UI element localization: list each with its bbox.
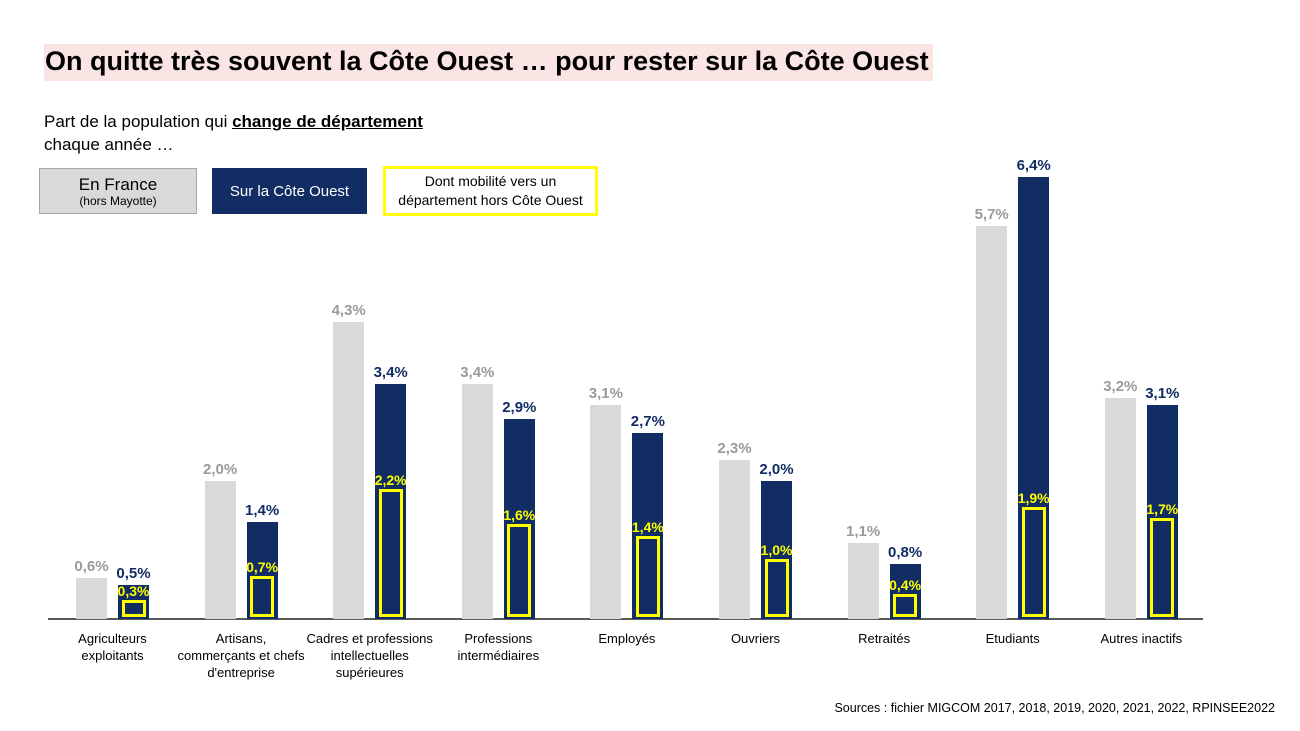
bar-en-france bbox=[76, 577, 107, 619]
value-label-hors-cote-ouest: 0,3% bbox=[117, 582, 150, 599]
x-axis-line bbox=[48, 618, 1203, 620]
bar-hors-cote-ouest bbox=[893, 593, 918, 617]
value-label-en-france: 0,6% bbox=[74, 557, 109, 575]
category-label: Autres inactifs bbox=[1066, 630, 1216, 647]
value-label-cote-ouest: 2,0% bbox=[759, 461, 794, 478]
bar-hors-cote-ouest bbox=[635, 535, 660, 617]
bar-hors-cote-ouest bbox=[507, 524, 532, 617]
value-label-hors-cote-ouest: 0,4% bbox=[889, 576, 922, 593]
bar-en-france bbox=[1104, 398, 1136, 619]
bar-en-france bbox=[461, 384, 493, 619]
category-label: Cadres et professions intellectuelles supé… bbox=[295, 630, 445, 681]
category-label: Agriculteurs exploitants bbox=[38, 630, 188, 664]
category-label-line: intermédiaires bbox=[457, 648, 540, 663]
subtitle-line-1: Part de la population qui change de dépa… bbox=[44, 110, 423, 133]
value-label-cote-ouest: 2,9% bbox=[502, 398, 537, 416]
bar-en-france bbox=[976, 225, 1008, 619]
legend-en-france-sublabel: (hors Mayotte) bbox=[79, 193, 157, 208]
legend-hors-line-2: département hors Côte Ouest bbox=[398, 192, 583, 208]
value-label-hors-cote-ouest: 1,0% bbox=[760, 542, 793, 558]
category-label-line: Artisans, bbox=[215, 631, 267, 646]
category-label-line: d'entreprise bbox=[207, 665, 275, 680]
category-label-line: Agriculteurs bbox=[78, 631, 147, 646]
bar-hors-cote-ouest bbox=[378, 489, 403, 617]
value-label-hors-cote-ouest: 0,7% bbox=[246, 559, 279, 576]
bar-en-france bbox=[847, 543, 879, 619]
value-label-hors-cote-ouest: 1,9% bbox=[1017, 489, 1050, 506]
category-label-line: Autres inactifs bbox=[1100, 631, 1183, 646]
page-title-highlight: On quitte très souvent la Côte Ouest … p… bbox=[44, 44, 933, 81]
bar-en-france bbox=[204, 481, 236, 619]
value-label-en-france: 3,1% bbox=[588, 385, 623, 403]
legend-item-hors-cote-ouest: Dont mobilité vers un département hors C… bbox=[383, 166, 598, 216]
value-label-en-france: 2,3% bbox=[717, 440, 752, 458]
category-label-line: exploitants bbox=[81, 648, 144, 663]
value-label-hors-cote-ouest: 2,2% bbox=[374, 472, 407, 489]
value-label-en-france: 3,2% bbox=[1103, 378, 1138, 396]
value-label-en-france: 2,0% bbox=[202, 461, 238, 478]
subtitle-prefix: Part de la population qui bbox=[44, 112, 233, 131]
value-label-cote-ouest: 0,8% bbox=[887, 543, 923, 561]
category-label: Ouvriers bbox=[681, 630, 831, 647]
bar-hors-cote-ouest bbox=[1150, 518, 1175, 617]
category-label-line: Ouvriers bbox=[730, 631, 781, 646]
bar-hors-cote-ouest bbox=[121, 599, 146, 617]
bar-en-france bbox=[590, 405, 622, 619]
category-label-line: Professions bbox=[464, 631, 533, 646]
category-label-line: Retraités bbox=[858, 631, 911, 646]
category-label-line: Cadres et professions bbox=[306, 631, 433, 646]
value-label-en-france: 1,1% bbox=[845, 523, 881, 541]
category-label-line: commerçants et chefs bbox=[177, 648, 305, 663]
category-label: Professions intermédiaires bbox=[423, 630, 573, 664]
source-note: Sources : fichier MIGCOM 2017, 2018, 201… bbox=[834, 701, 1275, 715]
category-label: Employés bbox=[552, 630, 702, 647]
value-label-hors-cote-ouest: 1,7% bbox=[1146, 501, 1179, 518]
page-title: On quitte très souvent la Côte Ouest … p… bbox=[45, 46, 929, 76]
value-label-hors-cote-ouest: 1,6% bbox=[503, 507, 536, 524]
bar-hors-cote-ouest bbox=[1021, 506, 1046, 617]
bar-en-france bbox=[333, 322, 365, 619]
value-label-cote-ouest: 2,7% bbox=[630, 412, 665, 430]
legend-hors-line-1: Dont mobilité vers un bbox=[424, 173, 557, 189]
value-label-en-france: 4,3% bbox=[331, 302, 366, 320]
value-label-cote-ouest: 1,4% bbox=[244, 502, 280, 520]
category-label-line: Employés bbox=[598, 631, 656, 646]
value-label-cote-ouest: 3,1% bbox=[1145, 385, 1180, 403]
subtitle-emphasis: change de département bbox=[232, 112, 423, 131]
bar-en-france bbox=[719, 460, 750, 619]
value-label-en-france: 3,4% bbox=[460, 364, 495, 382]
bar-hors-cote-ouest bbox=[764, 559, 789, 617]
value-label-cote-ouest: 6,4% bbox=[1016, 157, 1051, 175]
category-label-line: intellectuelles bbox=[330, 648, 409, 663]
value-label-en-france: 5,7% bbox=[974, 205, 1009, 223]
legend-item-cote-ouest: Sur la Côte Ouest bbox=[212, 168, 367, 214]
value-label-cote-ouest: 0,5% bbox=[116, 564, 151, 582]
legend-item-en-france: En France (hors Mayotte) bbox=[39, 168, 197, 214]
category-label-line: supérieures bbox=[335, 665, 404, 680]
legend-cote-ouest-label: Sur la Côte Ouest bbox=[229, 182, 350, 200]
bar-hors-cote-ouest bbox=[250, 576, 275, 617]
category-label: Artisans, commerçants et chefs d'entrepris… bbox=[166, 630, 316, 681]
category-label-line: Etudiants bbox=[985, 631, 1040, 646]
chart-subtitle: Part de la population qui change de dépa… bbox=[44, 110, 423, 156]
subtitle-line-2: chaque année … bbox=[44, 135, 174, 154]
value-label-cote-ouest: 3,4% bbox=[373, 364, 408, 382]
category-label: Etudiants bbox=[938, 630, 1088, 647]
category-label: Retraités bbox=[809, 630, 959, 647]
value-label-hors-cote-ouest: 1,4% bbox=[631, 518, 664, 535]
legend-en-france-label: En France bbox=[78, 174, 158, 194]
